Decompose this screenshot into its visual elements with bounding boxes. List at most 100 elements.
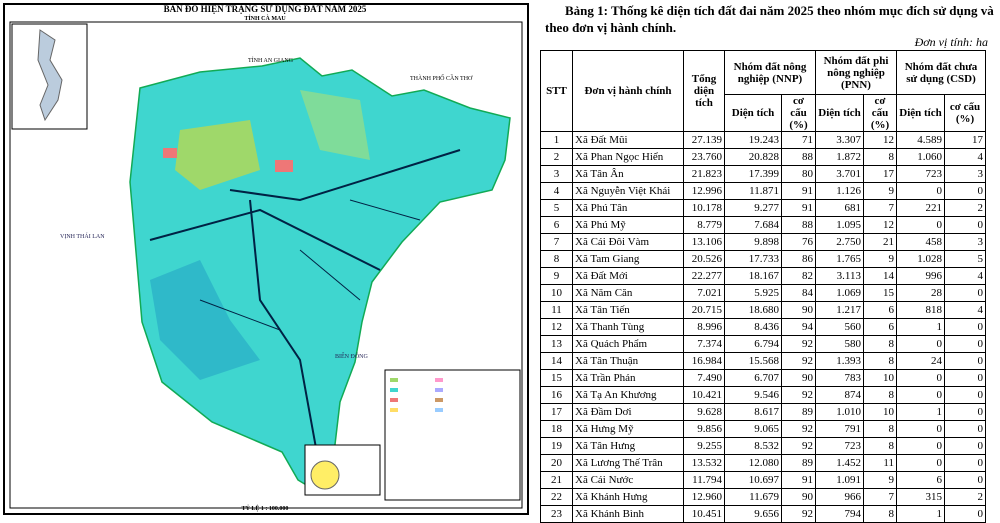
table-cell: 783 [815,369,864,387]
table-cell: 0 [896,182,945,200]
table-cell: 8 [863,386,897,404]
table-cell: 723 [896,165,945,183]
table-cell: 818 [896,301,945,319]
table-cell: 15.568 [724,352,782,370]
table-cell: 16 [540,386,573,404]
header-cell: STT [540,50,573,132]
unit-name: Xã Trần Phán [572,369,684,387]
table-row: 3 Xã Tân Ân 21.823 17.399 80 3.701 17 723 3 [540,165,986,183]
table-row: 8 Xã Tam Giang 20.526 17.733 86 1.765 9 1.028 5 [540,250,986,268]
unit-name: Xã Cái Nước [572,471,684,489]
inset-shape [37,29,63,122]
table-row: 18 Xã Hưng Mỹ 9.856 9.065 92 791 8 0 0 [540,420,986,438]
table-cell: 8 [863,148,897,166]
table-cell: 11 [863,454,897,472]
table-cell: 966 [815,488,864,506]
table-cell: 17.399 [724,165,782,183]
table-cell: 681 [815,199,864,217]
table-cell: 88 [781,148,816,166]
table-cell: 9.898 [724,233,782,251]
unit-name: Xã Cái Đôi Vàm [572,233,684,251]
table-cell: 10.178 [683,199,725,217]
table-cell: 9.856 [683,420,725,438]
table-row: 17 Xã Đầm Dơi 9.628 8.617 89 1.010 10 1 0 [540,403,986,421]
table-cell: 92 [781,335,816,353]
table-cell: 10 [863,369,897,387]
table-cell: 8.996 [683,318,725,336]
table-cell: 15 [863,284,897,302]
table-cell: 1.069 [815,284,864,302]
table-cell: 0 [944,335,986,353]
table-cell: 11.871 [724,182,782,200]
table-cell: 90 [781,488,816,506]
legend-swatches [390,378,443,412]
table-cell: 12.996 [683,182,725,200]
road [199,199,421,331]
unit-name: Xã Đất Mũi [572,131,684,149]
table-cell: 10.451 [683,505,725,523]
table-cell: 19.243 [724,131,782,149]
land-zone [163,148,177,158]
table-cell: 9.656 [724,505,782,523]
land-zone [275,160,293,172]
sub-header: cơ cấu (%) [863,94,897,132]
unit-name: Xã Thanh Tùng [572,318,684,336]
sub-header: Diện tích [896,94,945,132]
table-cell: 1.452 [815,454,864,472]
table-row: 9 Xã Đất Mới 22.277 18.167 82 3.113 14 996 4 [540,267,986,285]
map-label: BIỂN ĐÔNG [335,352,368,360]
unit-name: Xã Hưng Mỹ [572,420,684,438]
table-cell: 71 [781,131,816,149]
table-cell: 27.139 [683,131,725,149]
table-cell: 10 [863,403,897,421]
table-cell: 3.701 [815,165,864,183]
table-cell: 6 [863,318,897,336]
table-cell: 21 [863,233,897,251]
table-cell: 4 [944,148,986,166]
land-table: STT Đơn vị hành chính Tổng diện tích Nhó… [540,50,986,523]
table-cell: 9 [863,250,897,268]
table-cell: 1 [896,505,945,523]
table-cell: 1.060 [896,148,945,166]
table-cell: 3.113 [815,267,864,285]
table-cell: 10.697 [724,471,782,489]
table-row: 14 Xã Tân Thuận 16.984 15.568 92 1.393 8 24 0 [540,352,986,370]
table-row: 22 Xã Khánh Hưng 12.960 11.679 90 966 7 315 2 [540,488,986,506]
table-cell: 0 [944,471,986,489]
table-cell: 16.984 [683,352,725,370]
table-cell: 7 [540,233,573,251]
table-cell: 1 [540,131,573,149]
table-row: 21 Xã Cái Nước 11.794 10.697 91 1.091 9 6 0 [540,471,986,489]
table-cell: 0 [944,420,986,438]
table-cell: 12 [540,318,573,336]
table-row: 16 Xã Tạ An Khương 10.421 9.546 92 874 8 0 0 [540,386,986,404]
table-cell: 3 [944,165,986,183]
table-cell: 94 [781,318,816,336]
unit-name: Xã Tân Ân [572,165,684,183]
table-cell: 996 [896,267,945,285]
table-cell: 1.765 [815,250,864,268]
sub-header: cơ cấu (%) [944,94,986,132]
table-cell: 89 [781,403,816,421]
table-cell: 9.628 [683,403,725,421]
table-cell: 13.532 [683,454,725,472]
table-cell: 4.589 [896,131,945,149]
table-cell: 4 [944,301,986,319]
table-cell: 1.028 [896,250,945,268]
table-cell: 3.307 [815,131,864,149]
table-row: 2 Xã Phan Ngọc Hiển 23.760 20.828 88 1.872 8 1.… [540,148,986,166]
table-cell: 315 [896,488,945,506]
table-cell: 3 [944,233,986,251]
map-title: BẢN ĐỒ HIỆN TRẠNG SỬ DỤNG ĐẤT NĂM 2025 [164,4,367,14]
table-cell: 92 [781,386,816,404]
table-cell: 22.277 [683,267,725,285]
table-cell: 21 [540,471,573,489]
table-cell: 23 [540,505,573,523]
sub-header: Diện tích [724,94,782,132]
table-cell: 0 [896,454,945,472]
table-cell: 6.794 [724,335,782,353]
table-cell: 14 [863,267,897,285]
land-zone [150,260,260,380]
table-cell: 6.707 [724,369,782,387]
